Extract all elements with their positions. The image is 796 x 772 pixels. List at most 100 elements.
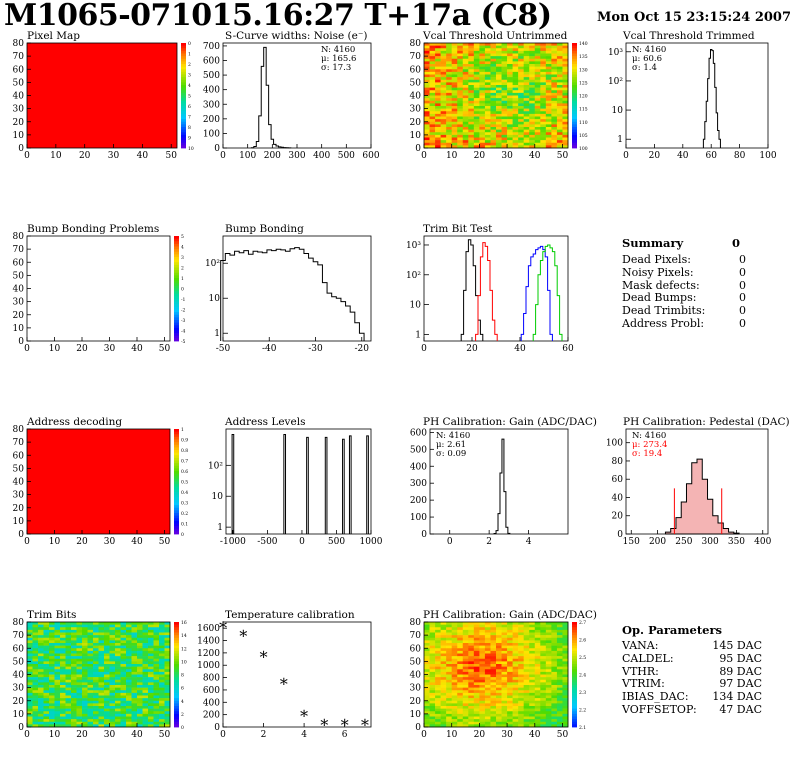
heatmap-cell [76, 677, 83, 681]
heatmap-cell [507, 106, 513, 109]
heatmap-cell [462, 66, 469, 70]
heatmap-cell [501, 650, 508, 654]
heatmap-cell [490, 719, 497, 723]
heatmap-cell [529, 661, 536, 665]
heatmap-cell [523, 661, 530, 665]
heatmap-cell [164, 632, 171, 636]
y-tick-label: 700 [203, 42, 220, 52]
x-tick-label: 30 [501, 151, 513, 161]
heatmap-cell [440, 716, 447, 720]
heatmap-cell [468, 74, 475, 78]
heatmap-cell [529, 724, 536, 728]
heatmap-cell [462, 698, 469, 702]
palette-cell [174, 473, 179, 477]
heatmap-cell [496, 85, 502, 88]
heatmap-cell [87, 700, 94, 704]
palette-tick-label: 0.7 [181, 459, 188, 465]
heatmap-cell [484, 629, 491, 633]
heatmap-cell [148, 716, 154, 720]
palette-cell [572, 637, 577, 641]
heatmap-cell [518, 677, 524, 681]
plot-frame [26, 428, 171, 535]
heatmap-cell [534, 721, 541, 725]
palette-cell [572, 635, 577, 639]
palette-cell [174, 293, 179, 297]
heatmap-cell [440, 650, 447, 654]
heatmap-cell [496, 635, 502, 639]
heatmap-cell [153, 645, 160, 649]
y-tick-label: 10³ [406, 241, 421, 251]
heatmap-cell [60, 669, 66, 673]
heatmap-cell [76, 708, 83, 712]
heatmap-cell [429, 113, 436, 117]
heatmap-cell [82, 624, 88, 628]
param-value: 0 [739, 304, 746, 318]
heatmap-cell [479, 142, 486, 146]
heatmap-cell [529, 679, 536, 683]
heatmap-cell [518, 648, 524, 652]
heatmap-cell [556, 129, 563, 133]
heatmap-cell [93, 645, 99, 649]
heatmap-cell [71, 711, 77, 715]
heatmap-cell [479, 95, 486, 99]
heatmap-cell [462, 708, 469, 712]
heatmap-cell [32, 645, 39, 649]
heatmap-cell [115, 640, 121, 644]
heatmap-cell [93, 674, 99, 678]
heatmap-cell [451, 687, 458, 691]
heatmap-cell [545, 719, 552, 723]
heatmap-cell [82, 661, 88, 665]
heatmap-cell [468, 127, 475, 130]
heatmap-cell [429, 692, 436, 696]
heatmap-cell [446, 43, 452, 46]
heatmap-cell [529, 58, 536, 62]
heatmap-cell [137, 724, 143, 728]
heatmap-cell [501, 98, 508, 102]
heatmap-cell [65, 643, 72, 646]
heatmap-cell [153, 627, 160, 631]
heatmap-cell [43, 643, 50, 646]
palette-cell [181, 137, 186, 141]
heatmap-cell [87, 685, 94, 688]
heatmap-cell [98, 671, 105, 675]
palette-cell [181, 85, 186, 89]
heatmap-cell [38, 700, 44, 704]
heatmap-cell [562, 124, 569, 128]
heatmap-cell [545, 650, 552, 654]
heatmap-cell [468, 129, 475, 133]
x-tick-label: 30 [108, 151, 120, 161]
heatmap-cell [473, 92, 480, 96]
summary-panel: Summary 0 Dead Pixels: 0 Noisy Pixels: 0 Mas… [622, 236, 752, 331]
heatmap-cell [76, 711, 83, 715]
heatmap-cell [468, 134, 475, 138]
heatmap-cell [540, 632, 547, 636]
heatmap-cell [43, 716, 50, 720]
heatmap-cell [98, 666, 105, 670]
param-value: 97 DAC [719, 677, 762, 691]
palette-tick-label: -3 [181, 318, 186, 324]
heatmap-cell [120, 719, 127, 723]
heatmap-cell [93, 640, 99, 644]
heatmap-cell [54, 653, 61, 657]
heatmap-cell [534, 658, 541, 662]
heatmap-cell [435, 629, 441, 633]
heatmap-cell [76, 650, 83, 654]
heatmap-cell [27, 708, 33, 712]
heatmap-cell [523, 79, 530, 83]
heatmap-cell [484, 66, 491, 70]
heatmap-cell [153, 643, 160, 646]
heatmap-cell [429, 85, 436, 88]
heatmap-cell [501, 71, 508, 75]
palette-cell [174, 254, 179, 258]
heatmap-cell [32, 664, 39, 667]
heatmap-cell [429, 45, 436, 49]
heatmap-cell [137, 703, 143, 707]
palette-cell [181, 90, 186, 94]
heatmap-cell [93, 637, 99, 641]
palette-cell [181, 108, 186, 112]
heatmap-cells [27, 622, 171, 728]
heatmap-cell [490, 664, 497, 667]
heatmap-cell [479, 43, 486, 46]
x-tick-label: 200 [264, 151, 281, 161]
heatmap-cell [153, 682, 160, 686]
